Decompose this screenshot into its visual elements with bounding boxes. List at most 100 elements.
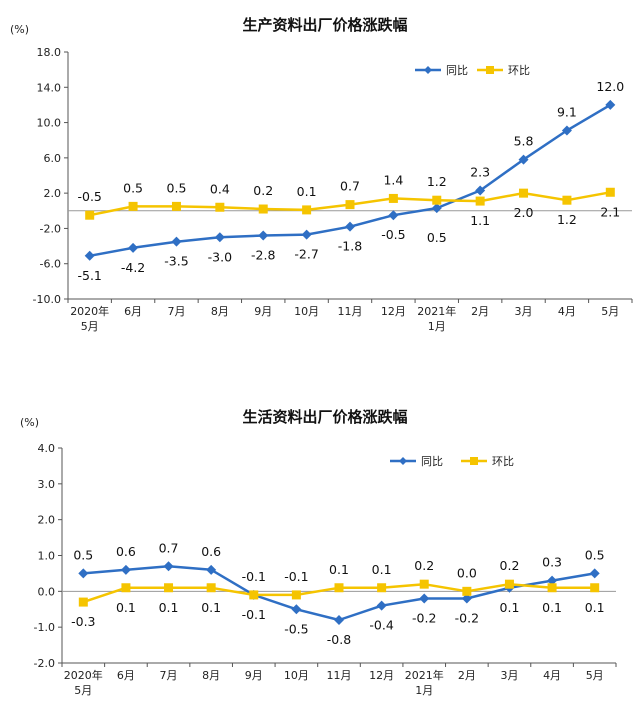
x-tick-label: 8月 xyxy=(211,305,229,318)
data-label-yoy: -0.5 xyxy=(381,227,405,242)
y-tick-label: -1.0 xyxy=(34,621,55,634)
data-point-mom xyxy=(171,201,181,211)
data-point-yoy xyxy=(84,250,95,261)
x-tick-label: 2020年 xyxy=(70,304,109,318)
legend-marker-mom xyxy=(486,66,494,74)
x-tick-label: 4月 xyxy=(543,669,561,682)
data-label-yoy: -0.1 xyxy=(242,607,266,622)
data-point-mom xyxy=(345,200,355,210)
data-point-yoy xyxy=(163,561,174,572)
data-point-mom xyxy=(432,195,442,205)
y-tick-label: 2.0 xyxy=(44,187,62,200)
x-tick-label: 5月 xyxy=(74,684,92,697)
data-point-yoy xyxy=(461,593,472,604)
legend-marker-yoy xyxy=(399,457,407,465)
legend-label-mom: 环比 xyxy=(492,455,514,468)
data-point-yoy xyxy=(419,593,430,604)
data-label-mom: 0.2 xyxy=(253,183,273,198)
data-label-mom: 1.1 xyxy=(470,213,490,228)
data-point-mom xyxy=(475,196,485,206)
x-tick-label: 3月 xyxy=(500,669,518,682)
y-axis-unit: (%) xyxy=(20,416,39,429)
data-point-mom xyxy=(334,583,344,593)
data-label-yoy: -4.2 xyxy=(121,260,145,275)
consumer-goods-price-chart: 生活资料出厂价格涨跌幅 (%) -2.0 -1.0 0.0 1.0 2.0 3.0 4.0 202… xyxy=(20,408,617,697)
data-label-mom: 0.1 xyxy=(542,600,562,615)
y-tick-label: 2.0 xyxy=(38,514,56,527)
data-point-yoy xyxy=(334,615,344,625)
data-label-mom: 1.2 xyxy=(427,174,447,189)
data-label-mom: 0.2 xyxy=(414,558,434,573)
data-label-yoy: -2.8 xyxy=(251,247,275,262)
chart-title: 生产资料出厂价格涨跌幅 xyxy=(242,16,407,34)
data-label-yoy: 0.5 xyxy=(73,547,93,562)
x-tick-label: 5月 xyxy=(586,669,604,682)
x-tick-label: 9月 xyxy=(254,305,272,318)
data-label-yoy: -1.8 xyxy=(338,239,362,254)
x-tick-label: 9月 xyxy=(245,669,263,682)
data-label-mom: 1.2 xyxy=(557,212,577,227)
data-point-yoy xyxy=(589,568,600,579)
data-label-mom: 0.2 xyxy=(500,558,520,573)
chart-title: 生活资料出厂价格涨跌幅 xyxy=(242,408,407,426)
y-tick-label: 14.0 xyxy=(37,81,62,94)
data-point-yoy xyxy=(206,564,217,575)
data-point-yoy xyxy=(120,564,131,575)
data-label-yoy: -3.5 xyxy=(164,254,188,269)
legend-label-yoy: 同比 xyxy=(446,64,468,77)
data-point-yoy xyxy=(171,236,182,247)
data-label-yoy: -2.7 xyxy=(294,247,318,262)
data-point-mom xyxy=(302,205,312,215)
data-label-mom: 0.7 xyxy=(340,179,360,194)
y-tick-label: 18.0 xyxy=(37,46,62,59)
data-point-yoy xyxy=(605,99,616,110)
data-label-mom: 0.1 xyxy=(372,562,392,577)
data-point-yoy xyxy=(547,575,558,586)
data-point-yoy xyxy=(214,232,225,243)
data-label-mom: 0.5 xyxy=(123,180,143,195)
data-point-mom xyxy=(291,590,301,600)
data-point-mom xyxy=(562,195,572,205)
data-label-yoy: 9.1 xyxy=(557,105,577,120)
data-point-yoy xyxy=(518,154,529,165)
x-tick-label: 4月 xyxy=(558,305,576,318)
data-point-yoy xyxy=(431,203,442,214)
data-point-yoy xyxy=(291,604,302,615)
data-point-yoy xyxy=(301,229,312,240)
y-tick-label: 1.0 xyxy=(38,550,56,563)
y-tick-label: 6.0 xyxy=(44,152,62,165)
x-tick-label: 10月 xyxy=(294,305,319,318)
y-tick-label: -2.0 xyxy=(34,657,55,670)
data-label-mom: 0.1 xyxy=(159,600,179,615)
data-point-mom xyxy=(121,583,131,593)
data-point-mom xyxy=(78,597,88,607)
data-label-yoy: 0.6 xyxy=(116,544,136,559)
x-tick-label: 2月 xyxy=(458,669,476,682)
x-tick-label: 12月 xyxy=(369,669,394,682)
data-point-yoy xyxy=(475,185,486,196)
data-point-mom xyxy=(377,583,387,593)
data-point-mom xyxy=(462,586,472,596)
data-point-mom xyxy=(128,201,138,211)
data-label-mom: -0.1 xyxy=(284,569,308,584)
x-tick-label: 5月 xyxy=(81,320,99,333)
data-label-yoy: -5.1 xyxy=(77,268,101,283)
x-tick-label: 1月 xyxy=(428,320,446,333)
x-tick-label: 3月 xyxy=(515,305,533,318)
x-tick-label: 11月 xyxy=(338,305,363,318)
y-tick-label: 10.0 xyxy=(37,117,62,130)
y-tick-label: -10.0 xyxy=(33,293,61,306)
data-label-mom: 2.1 xyxy=(600,204,620,219)
data-label-yoy: 0.3 xyxy=(542,555,562,570)
data-label-mom: 2.0 xyxy=(514,205,534,220)
data-label-yoy: 0.1 xyxy=(500,600,520,615)
data-label-yoy: 0.5 xyxy=(585,547,605,562)
data-label-yoy: 2.3 xyxy=(470,164,490,179)
data-point-mom xyxy=(419,579,429,589)
data-point-yoy xyxy=(258,230,269,241)
data-label-mom: 1.4 xyxy=(383,172,403,187)
data-point-mom xyxy=(590,583,600,593)
data-point-mom xyxy=(605,187,615,197)
x-tick-label: 10月 xyxy=(284,669,309,682)
y-tick-label: -6.0 xyxy=(40,258,61,271)
